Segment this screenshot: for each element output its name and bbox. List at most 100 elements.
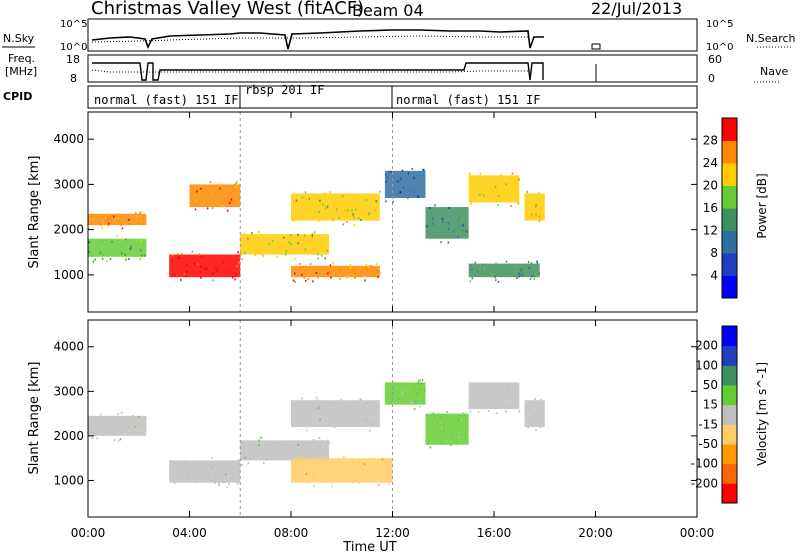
data-speckle — [237, 197, 240, 200]
data-speckle — [270, 457, 272, 460]
colorbar-tick-label: 8 — [710, 246, 718, 260]
data-speckle — [121, 227, 124, 230]
data-speckle — [447, 222, 450, 225]
data-speckle — [458, 420, 460, 423]
data-speckle — [419, 387, 422, 390]
data-speckle — [211, 207, 214, 210]
data-speckle — [289, 454, 292, 457]
data-speckle — [495, 175, 498, 178]
data-speckle — [327, 272, 329, 275]
data-speckle — [354, 276, 357, 279]
data-speckle — [120, 252, 123, 255]
data-speckle — [353, 223, 356, 226]
data-speckle — [366, 269, 369, 272]
data-speckle — [413, 408, 416, 411]
data-speckle — [111, 240, 113, 243]
data-speckle — [232, 276, 234, 279]
data-speckle — [318, 437, 321, 440]
data-speckle — [195, 199, 197, 202]
data-speckle — [303, 239, 305, 242]
data-speckle — [462, 412, 464, 415]
data-speckle — [342, 463, 345, 466]
data-speckle — [426, 225, 428, 228]
power-colorbar-label: Power [dB] — [755, 173, 769, 238]
data-speckle — [225, 477, 227, 480]
data-speckle — [410, 400, 412, 403]
data-speckle — [141, 424, 143, 427]
data-speckle — [312, 243, 315, 246]
data-speckle — [110, 417, 112, 420]
data-speckle — [317, 408, 319, 411]
data-speckle — [363, 463, 366, 466]
data-speckle — [416, 392, 418, 395]
data-speckle — [262, 255, 265, 258]
data-band — [291, 400, 380, 427]
data-speckle — [277, 445, 280, 448]
data-speckle — [194, 208, 197, 211]
data-speckle — [226, 270, 228, 273]
data-speckle — [365, 267, 368, 270]
data-speckle — [238, 261, 240, 264]
y-tick-label: 1000 — [53, 473, 84, 487]
data-speckle — [519, 274, 521, 277]
velocity-ylabel: Slant Range [km] — [27, 362, 42, 475]
data-speckle — [312, 280, 314, 283]
nave-label: Nave — [760, 65, 788, 78]
data-speckle — [357, 474, 359, 477]
data-speckle — [266, 458, 269, 461]
data-speckle — [444, 441, 446, 444]
data-speckle — [343, 402, 346, 405]
data-speckle — [204, 267, 206, 270]
data-speckle — [237, 462, 239, 465]
data-speckle — [141, 210, 143, 213]
data-speckle — [378, 270, 380, 273]
data-speckle — [364, 417, 367, 420]
data-speckle — [479, 172, 482, 175]
data-speckle — [254, 254, 257, 257]
data-speckle — [516, 197, 519, 200]
data-speckle — [207, 477, 209, 480]
data-speckle — [323, 204, 326, 207]
data-speckle — [324, 192, 326, 195]
data-speckle — [413, 176, 415, 179]
data-speckle — [281, 253, 284, 256]
data-speckle — [102, 253, 104, 256]
data-speckle — [120, 411, 123, 414]
data-speckle — [535, 203, 537, 206]
data-speckle — [312, 476, 314, 479]
data-speckle — [432, 412, 435, 415]
data-speckle — [526, 191, 528, 194]
data-speckle — [193, 262, 196, 265]
data-speckle — [125, 258, 127, 261]
data-speckle — [373, 422, 375, 425]
data-speckle — [294, 257, 297, 260]
data-speckle — [206, 207, 209, 210]
data-speckle — [200, 255, 203, 258]
data-speckle — [497, 280, 500, 283]
data-speckle — [488, 392, 491, 395]
data-speckle — [104, 216, 107, 219]
data-speckle — [328, 441, 330, 444]
data-speckle — [332, 218, 334, 221]
data-speckle — [126, 424, 129, 427]
nsearch-label: N.Search — [746, 32, 796, 45]
data-speckle — [300, 461, 302, 464]
data-speckle — [457, 235, 459, 238]
data-speckle — [119, 438, 122, 441]
data-speckle — [457, 435, 460, 438]
data-speckle — [95, 423, 97, 426]
data-speckle — [514, 265, 516, 268]
data-speckle — [129, 223, 131, 226]
colorbar-swatch — [722, 230, 737, 254]
data-speckle — [530, 213, 533, 216]
data-speckle — [333, 401, 336, 404]
data-band — [425, 413, 469, 445]
data-speckle — [399, 191, 402, 194]
data-speckle — [325, 419, 327, 422]
data-speckle — [505, 410, 507, 413]
data-speckle — [514, 179, 517, 182]
data-speckle — [429, 446, 432, 449]
data-speckle — [315, 271, 318, 274]
data-speckle — [346, 215, 348, 218]
